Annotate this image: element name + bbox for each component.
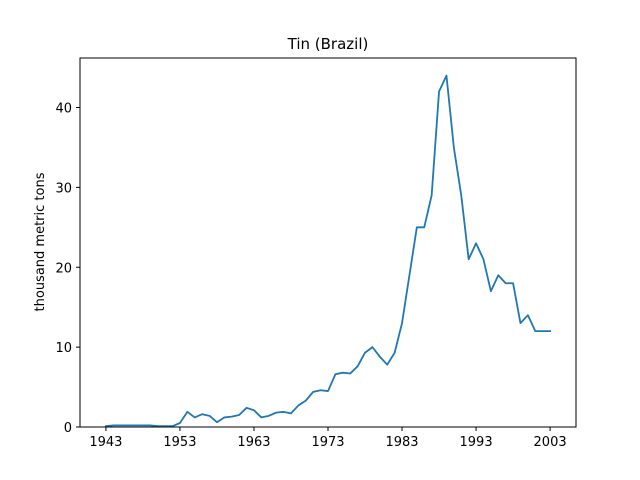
y-tick-label: 30 [55,181,72,196]
y-tick-label: 40 [55,102,72,117]
y-tick-label: 20 [55,261,72,276]
plot-frame [79,57,577,428]
series-line [104,74,551,428]
y-tick-label: 10 [55,341,72,356]
y-tick-label: 0 [64,421,72,436]
y-axis: 0 10 20 30 40 [55,102,80,436]
x-tick-label: 1963 [237,435,270,450]
chart-title: Tin (Brazil) [287,35,369,53]
x-axis: 1943 1953 1963 1973 1983 1993 2003 [89,427,567,450]
x-tick-label: 1973 [311,435,344,450]
y-axis-label: thousand metric tons [33,172,48,311]
x-tick-label: 1993 [460,435,493,450]
x-tick-label: 1983 [385,435,418,450]
x-tick-label: 1953 [163,435,196,450]
x-tick-label: 2003 [534,435,567,450]
x-tick-label: 1943 [89,435,122,450]
